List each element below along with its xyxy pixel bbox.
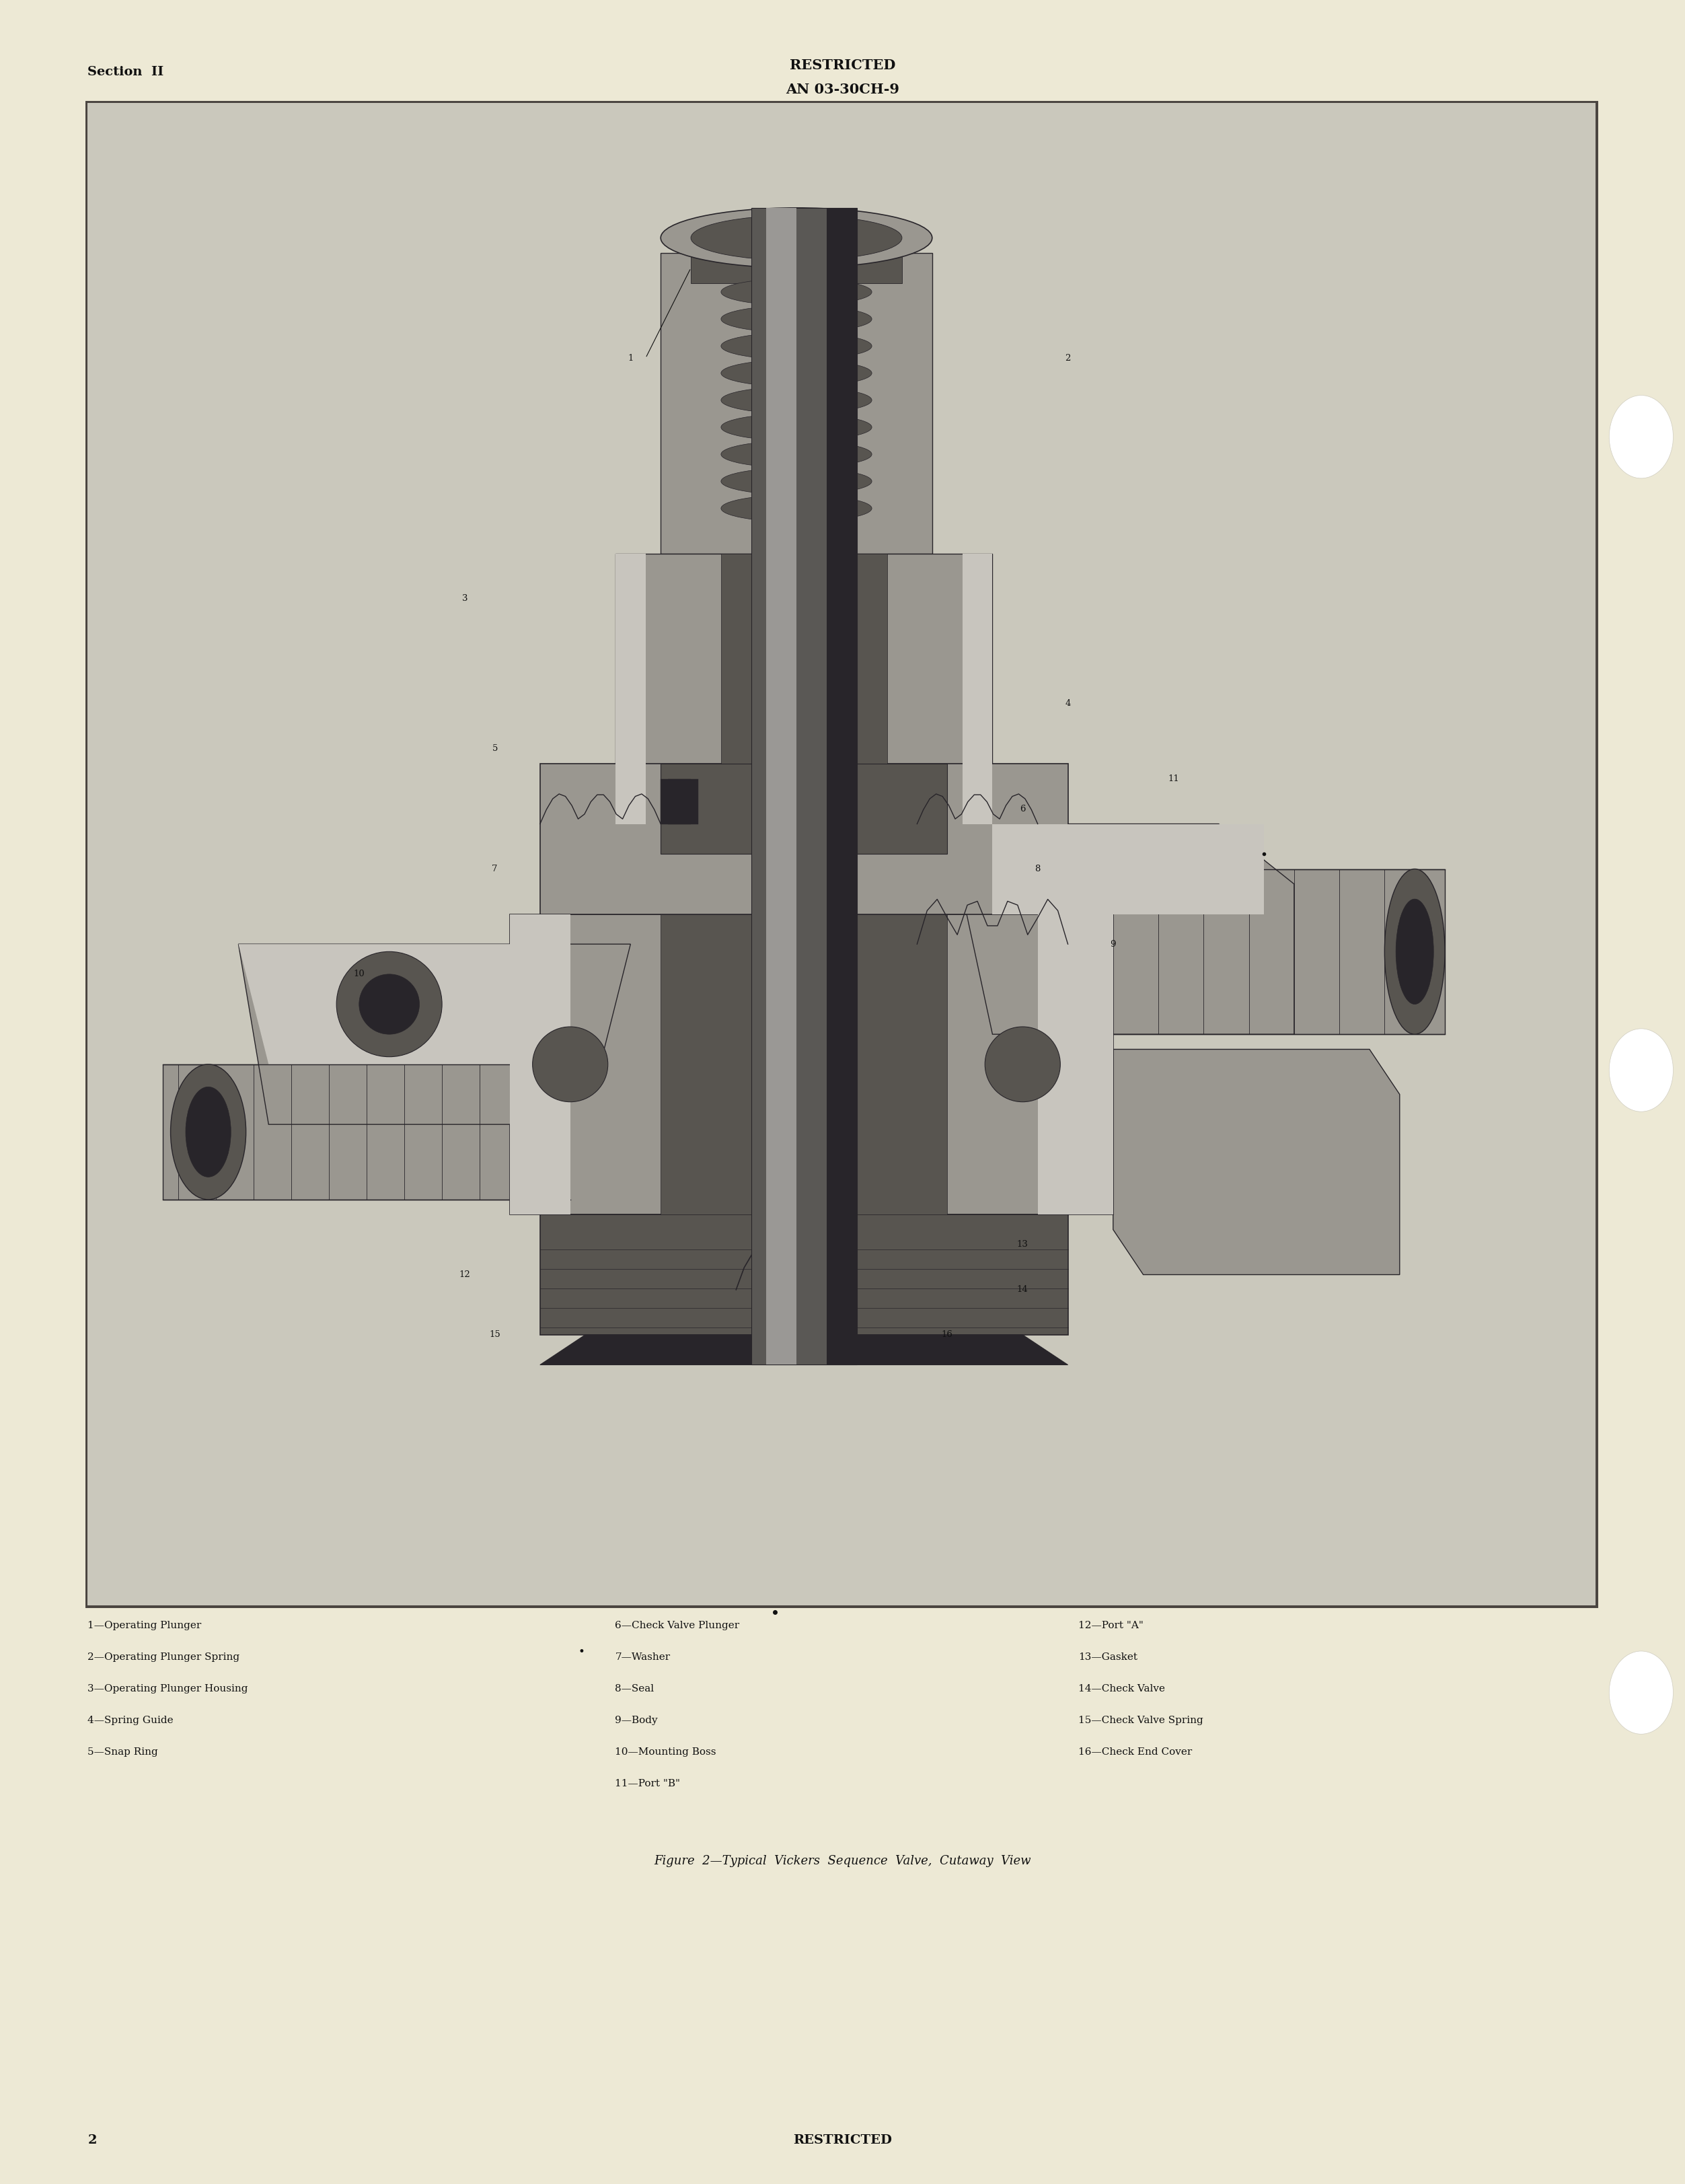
Polygon shape [1038, 869, 1446, 1035]
Polygon shape [511, 915, 1114, 1214]
Polygon shape [539, 1334, 1068, 1365]
Text: 13: 13 [1018, 1241, 1028, 1249]
Text: 11: 11 [1168, 775, 1180, 784]
Text: 3: 3 [462, 594, 467, 603]
FancyBboxPatch shape [88, 103, 1596, 1605]
Text: 14: 14 [1018, 1286, 1028, 1295]
Polygon shape [992, 823, 1264, 915]
Text: 2—Operating Plunger Spring: 2—Operating Plunger Spring [88, 1651, 239, 1662]
Text: 13—Gasket: 13—Gasket [1078, 1651, 1137, 1662]
Text: 12: 12 [458, 1271, 470, 1280]
Text: 10—Mounting Boss: 10—Mounting Boss [615, 1747, 716, 1756]
Text: 5—Snap Ring: 5—Snap Ring [88, 1747, 158, 1756]
Polygon shape [962, 553, 992, 823]
Text: RESTRICTED: RESTRICTED [790, 59, 895, 72]
Polygon shape [947, 823, 1294, 1035]
Polygon shape [767, 207, 797, 1365]
Circle shape [1609, 1029, 1673, 1112]
Text: Section  II: Section II [88, 66, 163, 79]
Circle shape [532, 1026, 608, 1103]
Circle shape [359, 974, 420, 1035]
Text: 7—Washer: 7—Washer [615, 1651, 671, 1662]
Ellipse shape [721, 496, 871, 522]
Ellipse shape [721, 387, 871, 413]
Text: 6: 6 [1019, 804, 1026, 812]
Ellipse shape [185, 1088, 231, 1177]
Ellipse shape [721, 277, 871, 306]
Ellipse shape [1385, 869, 1446, 1035]
Ellipse shape [721, 441, 871, 467]
Circle shape [337, 952, 441, 1057]
Text: 9: 9 [1110, 939, 1115, 948]
Text: 1—Operating Plunger: 1—Operating Plunger [88, 1621, 202, 1629]
Text: Figure  2—Typical  Vickers  Sequence  Valve,  Cutaway  View: Figure 2—Typical Vickers Sequence Valve,… [654, 1854, 1031, 1867]
Polygon shape [752, 207, 856, 1365]
Text: 10: 10 [354, 970, 364, 978]
Text: 2: 2 [88, 2134, 96, 2147]
Polygon shape [539, 1214, 1068, 1334]
Polygon shape [239, 943, 570, 1064]
Ellipse shape [721, 332, 871, 360]
Text: 14—Check Valve: 14—Check Valve [1078, 1684, 1164, 1693]
Text: AN 03-30CH-9: AN 03-30CH-9 [785, 83, 900, 96]
Polygon shape [1038, 915, 1114, 1214]
Ellipse shape [721, 360, 871, 387]
Text: 4—Spring Guide: 4—Spring Guide [88, 1717, 174, 1725]
Text: RESTRICTED: RESTRICTED [794, 2134, 891, 2147]
Polygon shape [511, 915, 570, 1214]
Text: 8—Seal: 8—Seal [615, 1684, 654, 1693]
Text: 15: 15 [489, 1330, 500, 1339]
Polygon shape [539, 764, 1068, 915]
Text: 1: 1 [629, 354, 634, 363]
Ellipse shape [721, 467, 871, 496]
Polygon shape [163, 1064, 570, 1199]
Text: 7: 7 [492, 865, 497, 874]
Polygon shape [661, 780, 691, 823]
Polygon shape [721, 553, 886, 823]
Polygon shape [827, 207, 856, 1365]
Polygon shape [615, 553, 645, 823]
Circle shape [1609, 1651, 1673, 1734]
Ellipse shape [691, 216, 901, 260]
Text: 4: 4 [1065, 699, 1070, 708]
Polygon shape [239, 943, 630, 1125]
Text: 5: 5 [492, 745, 497, 753]
Ellipse shape [721, 306, 871, 332]
FancyBboxPatch shape [88, 103, 1596, 1605]
Circle shape [1609, 395, 1673, 478]
Text: 16—Check End Cover: 16—Check End Cover [1078, 1747, 1193, 1756]
Ellipse shape [1395, 900, 1434, 1005]
Ellipse shape [170, 1064, 246, 1199]
Text: 9—Body: 9—Body [615, 1717, 657, 1725]
Ellipse shape [661, 207, 932, 269]
Circle shape [986, 1026, 1060, 1103]
Text: 11—Port "B": 11—Port "B" [615, 1778, 681, 1789]
Polygon shape [691, 253, 901, 284]
Polygon shape [661, 253, 932, 553]
Polygon shape [1114, 1048, 1400, 1275]
Text: 3—Operating Plunger Housing: 3—Operating Plunger Housing [88, 1684, 248, 1693]
Polygon shape [615, 553, 992, 823]
Polygon shape [661, 915, 947, 1214]
Text: 6—Check Valve Plunger: 6—Check Valve Plunger [615, 1621, 740, 1629]
Text: •: • [578, 1647, 585, 1658]
Text: 8: 8 [1035, 865, 1041, 874]
Text: 15—Check Valve Spring: 15—Check Valve Spring [1078, 1717, 1203, 1725]
Text: 12—Port "A": 12—Port "A" [1078, 1621, 1144, 1629]
Polygon shape [661, 764, 947, 854]
Text: 2: 2 [1065, 354, 1070, 363]
Ellipse shape [721, 413, 871, 441]
Polygon shape [669, 780, 698, 823]
Text: 16: 16 [942, 1330, 954, 1339]
